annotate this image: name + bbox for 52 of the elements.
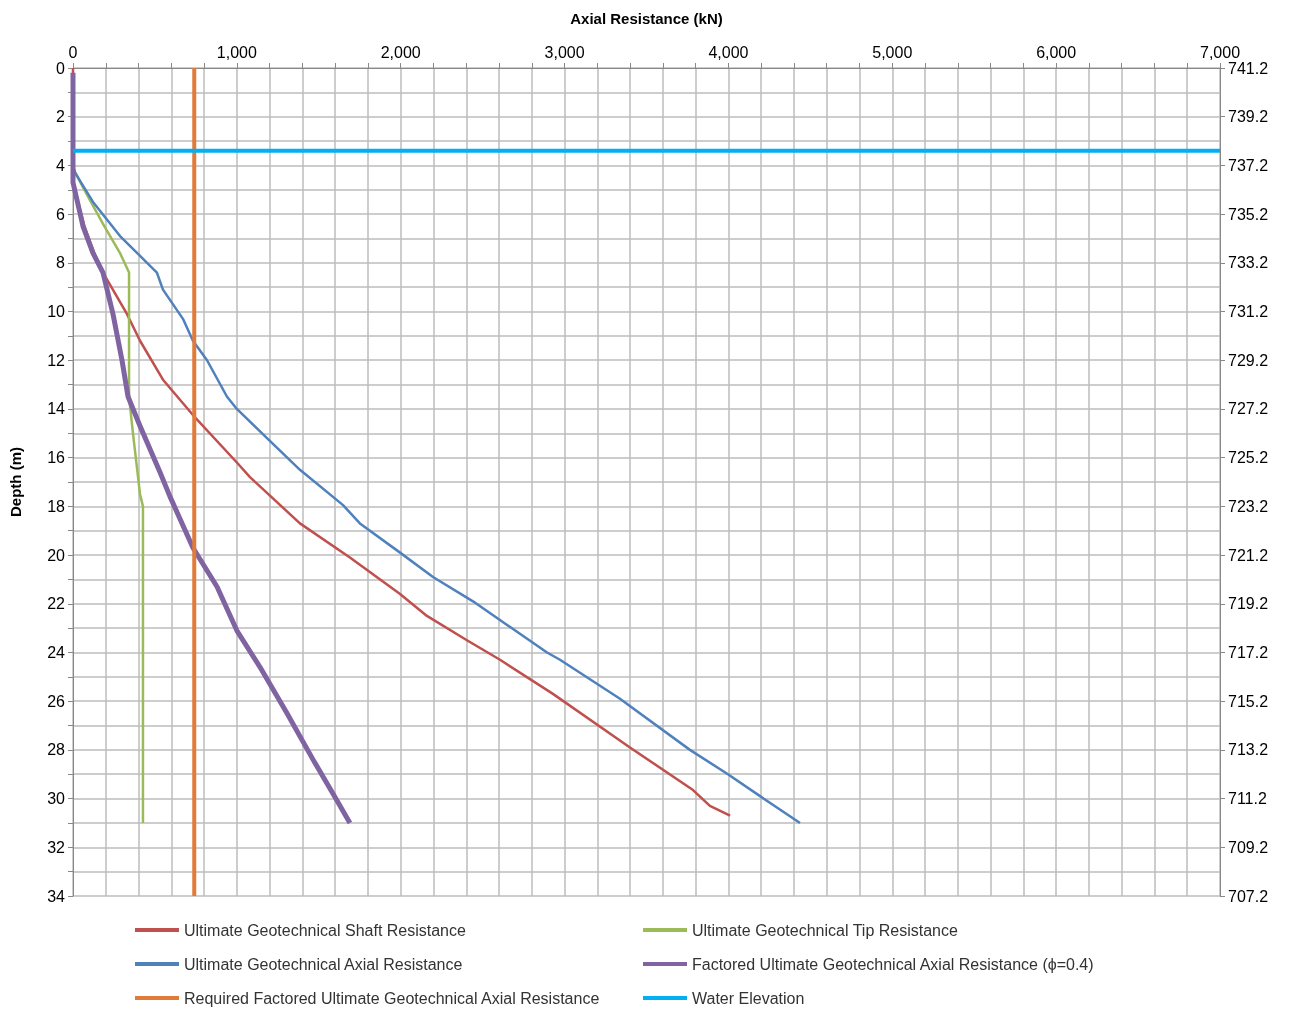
y-tick-label: 6 bbox=[56, 205, 66, 223]
y2-tick-label: 711.2 bbox=[1228, 790, 1267, 808]
x-axis-title: Axial Resistance (kN) bbox=[570, 10, 723, 27]
y-tick-label: 0 bbox=[56, 59, 66, 77]
y2-tick-label: 707.2 bbox=[1228, 887, 1269, 905]
y-tick-label: 4 bbox=[56, 156, 66, 174]
y2-tick-label: 725.2 bbox=[1228, 449, 1269, 467]
y-tick-label: 10 bbox=[47, 303, 66, 321]
y2-tick-label: 727.2 bbox=[1228, 400, 1269, 418]
y2-tick-label: 713.2 bbox=[1228, 741, 1269, 759]
y-tick-label: 14 bbox=[47, 400, 66, 418]
y2-tick-label: 733.2 bbox=[1228, 254, 1269, 272]
y2-tick-label: 719.2 bbox=[1228, 595, 1269, 613]
legend-label: Water Elevation bbox=[692, 989, 805, 1007]
x-tick-label: 6,000 bbox=[1036, 43, 1077, 61]
y2-tick-label: 717.2 bbox=[1228, 643, 1269, 661]
x-tick-label: 4,000 bbox=[708, 43, 749, 61]
x-tick-label: 7,000 bbox=[1199, 43, 1241, 61]
legend-label: Factored Ultimate Geotechnical Axial Resistance (ϕ=0.4) bbox=[692, 955, 1094, 973]
y-tick-label: 2 bbox=[56, 108, 66, 126]
y-axis-title: Depth (m) bbox=[7, 447, 24, 517]
y2-tick-label: 741.2 bbox=[1228, 59, 1269, 77]
y-tick-label: 28 bbox=[47, 741, 66, 759]
y2-tick-label: 739.2 bbox=[1228, 108, 1269, 126]
y-tick-label: 22 bbox=[47, 595, 66, 613]
y2-tick-label: 737.2 bbox=[1228, 156, 1269, 174]
x-tick-label: 0 bbox=[68, 43, 78, 61]
y-tick-label: 24 bbox=[47, 643, 66, 661]
legend-label: Ultimate Geotechnical Tip Resistance bbox=[692, 921, 958, 939]
y2-tick-label: 735.2 bbox=[1228, 205, 1269, 223]
x-tick-label: 1,000 bbox=[216, 43, 257, 61]
y-tick-label: 8 bbox=[56, 254, 66, 272]
y-tick-label: 34 bbox=[47, 887, 66, 905]
y-tick-label: 30 bbox=[47, 790, 66, 808]
y2-tick-label: 721.2 bbox=[1228, 546, 1269, 564]
y-tick-label: 18 bbox=[47, 497, 66, 515]
y2-tick-label: 715.2 bbox=[1228, 692, 1269, 710]
legend-label: Ultimate Geotechnical Axial Resistance bbox=[184, 955, 463, 973]
y-tick-label: 26 bbox=[47, 692, 66, 710]
y-tick-label: 20 bbox=[47, 546, 66, 564]
y2-tick-label: 723.2 bbox=[1228, 497, 1269, 515]
y2-tick-label: 731.2 bbox=[1228, 303, 1269, 321]
y2-tick-label: 729.2 bbox=[1228, 351, 1269, 369]
legend-label: Ultimate Geotechnical Shaft Resistance bbox=[184, 921, 467, 939]
x-tick-label: 3,000 bbox=[544, 43, 585, 61]
x-tick-label: 5,000 bbox=[872, 43, 913, 61]
y-tick-label: 12 bbox=[47, 351, 66, 369]
y-tick-label: 32 bbox=[47, 838, 66, 856]
x-tick-label: 2,000 bbox=[380, 43, 421, 61]
y-tick-label: 16 bbox=[47, 449, 66, 467]
legend-label: Required Factored Ultimate Geotechnical Axial Resistance bbox=[184, 989, 600, 1007]
y2-tick-label: 709.2 bbox=[1228, 838, 1269, 856]
